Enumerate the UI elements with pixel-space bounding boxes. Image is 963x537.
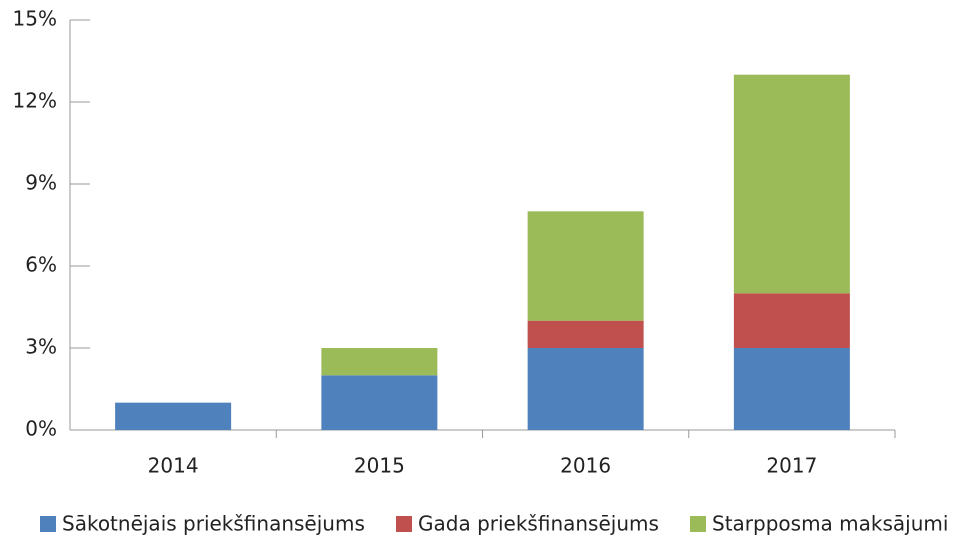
bar-segment	[733, 293, 850, 348]
y-tick-label: 9%	[25, 171, 57, 195]
y-tick-label: 12%	[13, 89, 57, 113]
x-tick-label: 2016	[560, 454, 611, 478]
bar-segment	[321, 348, 438, 376]
x-tick-label: 2015	[354, 454, 405, 478]
bar-segment	[733, 74, 850, 294]
legend-label: Sākotnējais priekšfinansējums	[62, 512, 365, 536]
legend-swatch	[40, 516, 56, 532]
legend-swatch	[396, 516, 412, 532]
legend-swatch	[690, 516, 706, 532]
y-tick-label: 6%	[25, 253, 57, 277]
legend-label: Gada priekšfinansējums	[418, 512, 659, 536]
bar-segment	[733, 348, 850, 430]
legend-label: Starpposma maksājumi	[712, 512, 948, 536]
bar-segment	[527, 211, 644, 321]
bar-segment	[527, 320, 644, 348]
x-tick-label: 2017	[766, 454, 817, 478]
x-tick-label: 2014	[148, 454, 199, 478]
bar-segment	[527, 348, 644, 430]
bar-segment	[115, 402, 232, 430]
y-tick-label: 15%	[13, 7, 57, 31]
y-tick-label: 0%	[25, 417, 57, 441]
bar-segment	[321, 375, 438, 430]
y-tick-label: 3%	[25, 335, 57, 359]
